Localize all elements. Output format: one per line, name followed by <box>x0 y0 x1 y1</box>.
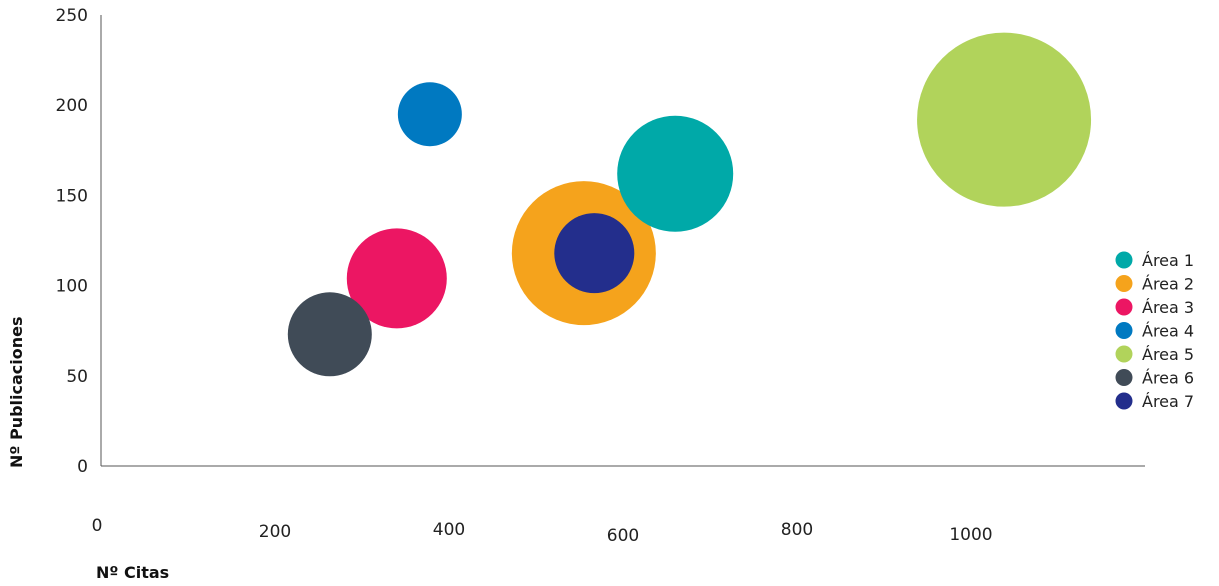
bubble-area-7 <box>554 213 635 294</box>
legend-item-area-1: Área 1 <box>1115 251 1194 270</box>
x-tick-label: 0 <box>92 516 103 536</box>
y-tick-label: 250 <box>56 6 88 26</box>
legend-marker <box>1115 322 1133 339</box>
y-tick-label: 200 <box>56 96 88 116</box>
bubble-area-5 <box>917 32 1092 207</box>
bubble-area-4 <box>397 82 462 147</box>
y-tick-label: 0 <box>77 457 88 477</box>
y-axis-ticks: 0 50 100 150 200 250 <box>56 6 88 477</box>
plot-area <box>287 32 1092 377</box>
legend-item-area-2: Área 2 <box>1115 275 1194 294</box>
legend-item-area-6: Área 6 <box>1115 369 1194 388</box>
legend-marker <box>1115 275 1133 292</box>
x-tick-label: 200 <box>259 522 291 542</box>
legend: Área 1 Área 2 Área 3 Área 4 Área 5 Área 6 Área… <box>1115 251 1194 411</box>
legend-label: Área 4 <box>1142 322 1194 341</box>
legend-item-area-7: Área 7 <box>1115 392 1194 411</box>
legend-marker <box>1115 345 1133 363</box>
legend-item-area-3: Área 3 <box>1115 298 1194 317</box>
x-tick-label: 800 <box>781 520 813 540</box>
y-axis-title: Nº Publicaciones <box>7 316 26 468</box>
x-tick-label: 400 <box>433 520 465 540</box>
x-tick-label: 600 <box>607 526 639 546</box>
legend-marker <box>1115 298 1133 316</box>
y-tick-label: 50 <box>66 367 88 387</box>
legend-item-area-4: Área 4 <box>1115 322 1194 341</box>
bubble-area-6 <box>287 292 372 377</box>
legend-label: Área 3 <box>1142 298 1194 317</box>
legend-label: Área 6 <box>1142 369 1194 388</box>
legend-marker <box>1115 392 1133 410</box>
legend-label: Área 1 <box>1142 251 1194 270</box>
x-axis-title: Nº Citas <box>96 563 169 582</box>
legend-marker <box>1115 369 1133 386</box>
legend-label: Área 2 <box>1142 275 1194 294</box>
x-axis-ticks: 0 200 400 600 800 1000 <box>92 516 993 546</box>
bubble-area-1 <box>617 115 734 232</box>
legend-label: Área 5 <box>1142 345 1194 364</box>
legend-marker <box>1115 251 1133 269</box>
x-tick-label: 1000 <box>949 525 992 545</box>
legend-item-area-5: Área 5 <box>1115 345 1194 364</box>
bubble-area-3 <box>346 228 447 329</box>
y-tick-label: 150 <box>56 186 88 206</box>
legend-label: Área 7 <box>1142 392 1194 411</box>
y-tick-label: 100 <box>56 277 88 297</box>
